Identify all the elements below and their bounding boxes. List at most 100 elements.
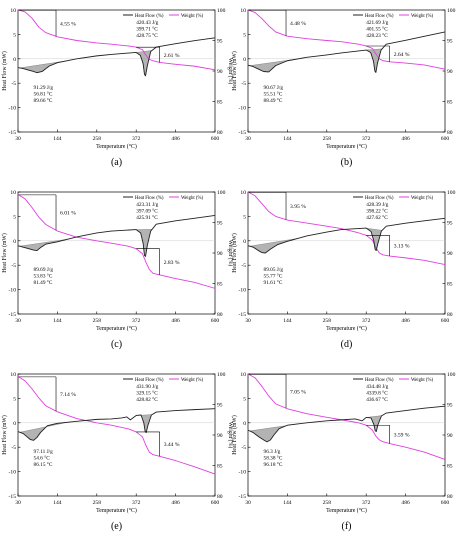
peak-2-value: 397.09 °C xyxy=(136,207,158,214)
x-axis-label: Temperature (°C) xyxy=(96,507,137,514)
legend-heat-label: Heat Flow (%) xyxy=(365,14,394,19)
peak-1-value: 89.69 J/g xyxy=(34,267,54,273)
plot-frame xyxy=(17,9,216,133)
y-right-axis-label: Weight (%) xyxy=(227,240,234,267)
y-left-axis-label: Heat Flow (mW) xyxy=(231,415,238,455)
x-tick-label: 30 xyxy=(15,136,21,142)
peak-2-value: 428.75 °C xyxy=(136,32,158,39)
y-right-axis-label: Weight (%) xyxy=(227,58,234,85)
y-right-tick-label: 95 xyxy=(217,403,223,409)
peak-2-value: 428.39 J/g xyxy=(366,202,388,208)
legend-weight-label: Weight (%) xyxy=(411,378,434,383)
x-tick-label: 600 xyxy=(211,136,220,142)
x-tick-label: 372 xyxy=(362,500,371,506)
x-tick-label: 486 xyxy=(401,318,410,324)
weight-series-line xyxy=(247,9,446,70)
y-left-tick-label: -10 xyxy=(9,106,17,112)
panel-label: (d) xyxy=(341,339,353,350)
y-left-tick-label: 10 xyxy=(240,372,246,378)
x-axis-label: Temperature (°C) xyxy=(326,143,367,150)
heat-flow-series-line xyxy=(17,37,216,77)
peak-1-value: 81.49 °C xyxy=(34,279,53,286)
plot-frame xyxy=(17,373,216,497)
panel-label: (a) xyxy=(111,157,122,168)
x-tick-label: 30 xyxy=(15,500,21,506)
y-left-tick-label: 10 xyxy=(240,190,246,196)
y-right-tick-label: 100 xyxy=(447,372,456,378)
x-tick-label: 144 xyxy=(53,500,62,506)
y-right-tick-label: 100 xyxy=(217,372,226,378)
mass-loss-2-label: 3.44 % xyxy=(164,442,180,448)
peak-1-value: 55.77 °C xyxy=(264,272,283,279)
y-left-tick-label: 5 xyxy=(13,214,16,220)
chart-panel: 30 144 258 372 486 600 -15 -10 -5 0 5 10 80 85 90 95 100… xyxy=(231,8,456,168)
peak-2-value: 329.15 °C xyxy=(136,389,158,396)
peak-2-value: 421.69 J/g xyxy=(366,20,388,26)
legend-weight-label: Weight (%) xyxy=(411,196,434,201)
y-right-tick-label: 85 xyxy=(447,100,453,106)
legend-weight-label: Weight (%) xyxy=(181,378,204,383)
x-tick-label: 600 xyxy=(441,500,450,506)
legend-weight-label: Weight (%) xyxy=(181,14,204,19)
y-left-tick-label: -5 xyxy=(241,81,246,87)
plot-frame xyxy=(247,373,446,497)
y-right-tick-label: 90 xyxy=(447,251,453,257)
chart-panel: 30 144 258 372 486 600 -15 -10 -5 0 5 10 80 85 90 95 100… xyxy=(1,190,234,350)
x-tick-label: 486 xyxy=(401,136,410,142)
y-left-tick-label: 5 xyxy=(13,396,16,402)
legend-weight-label: Weight (%) xyxy=(411,14,434,19)
plot-frame xyxy=(247,191,446,315)
chart-panel: 30 144 258 372 486 600 -15 -10 -5 0 5 10 80 85 90 95 100… xyxy=(1,8,234,168)
y-left-tick-label: 0 xyxy=(13,57,16,63)
peak-2-value: 428.82 °C xyxy=(136,396,158,403)
y-right-tick-label: 90 xyxy=(447,69,453,75)
x-tick-label: 372 xyxy=(132,136,141,142)
y-left-axis-label: Heat Flow (mW) xyxy=(231,51,238,91)
y-right-tick-label: 95 xyxy=(447,39,453,45)
y-right-tick-label: 80 xyxy=(447,130,453,136)
peak-1-value: 90.67 J/g xyxy=(264,85,284,91)
peak-2-value: 401.55 °C xyxy=(366,25,388,32)
y-right-tick-label: 90 xyxy=(217,69,223,75)
peak-1-value: 54.6 °C xyxy=(34,454,51,461)
y-right-tick-label: 80 xyxy=(217,312,223,318)
chart-panel: 30 144 258 372 486 600 -15 -10 -5 0 5 10 80 85 90 95 100… xyxy=(231,190,456,350)
mass-loss-1-label: 4.48 % xyxy=(290,21,306,27)
y-right-tick-label: 100 xyxy=(217,190,226,196)
y-left-tick-label: 5 xyxy=(243,214,246,220)
y-left-tick-label: -10 xyxy=(9,288,17,294)
mass-loss-2-label: 3.13 % xyxy=(394,244,410,250)
peak-1-value: 91.29 J/g xyxy=(34,85,54,91)
peak-1-value: 91.61 °C xyxy=(264,279,283,286)
legend-heat-label: Heat Flow (%) xyxy=(135,196,164,201)
x-axis-label: Temperature (°C) xyxy=(96,325,137,332)
y-left-tick-label: 0 xyxy=(13,239,16,245)
x-tick-label: 30 xyxy=(245,136,251,142)
y-left-tick-label: -5 xyxy=(11,81,16,87)
peak-area-low xyxy=(249,58,299,73)
x-tick-label: 144 xyxy=(283,500,292,506)
chart-panel: 30 144 258 372 486 600 -15 -10 -5 0 5 10 80 85 90 95 100… xyxy=(1,372,234,532)
x-tick-label: 372 xyxy=(362,136,371,142)
y-right-axis-label: Weight (%) xyxy=(227,422,234,449)
x-tick-label: 600 xyxy=(211,500,220,506)
x-tick-label: 30 xyxy=(245,318,251,324)
y-left-tick-label: -10 xyxy=(239,288,247,294)
y-right-tick-label: 80 xyxy=(217,494,223,500)
mass-loss-2-label: 2.61 % xyxy=(164,53,180,59)
peak-1-value: 97.11 J/g xyxy=(34,449,54,455)
y-left-tick-label: 5 xyxy=(243,32,246,38)
x-tick-label: 258 xyxy=(323,136,332,142)
y-left-axis-label: Heat Flow (mW) xyxy=(1,233,8,273)
peak-2-value: 398.22 °C xyxy=(366,207,388,214)
heat-flow-series-line xyxy=(247,31,446,73)
x-tick-label: 258 xyxy=(323,500,332,506)
plot-frame xyxy=(17,191,216,315)
x-tick-label: 372 xyxy=(132,318,141,324)
legend-heat-label: Heat Flow (%) xyxy=(365,378,394,383)
peak-1-value: 86.15 °C xyxy=(34,461,53,468)
x-tick-label: 486 xyxy=(171,136,180,142)
y-right-tick-label: 90 xyxy=(447,433,453,439)
x-axis-label: Temperature (°C) xyxy=(326,507,367,514)
